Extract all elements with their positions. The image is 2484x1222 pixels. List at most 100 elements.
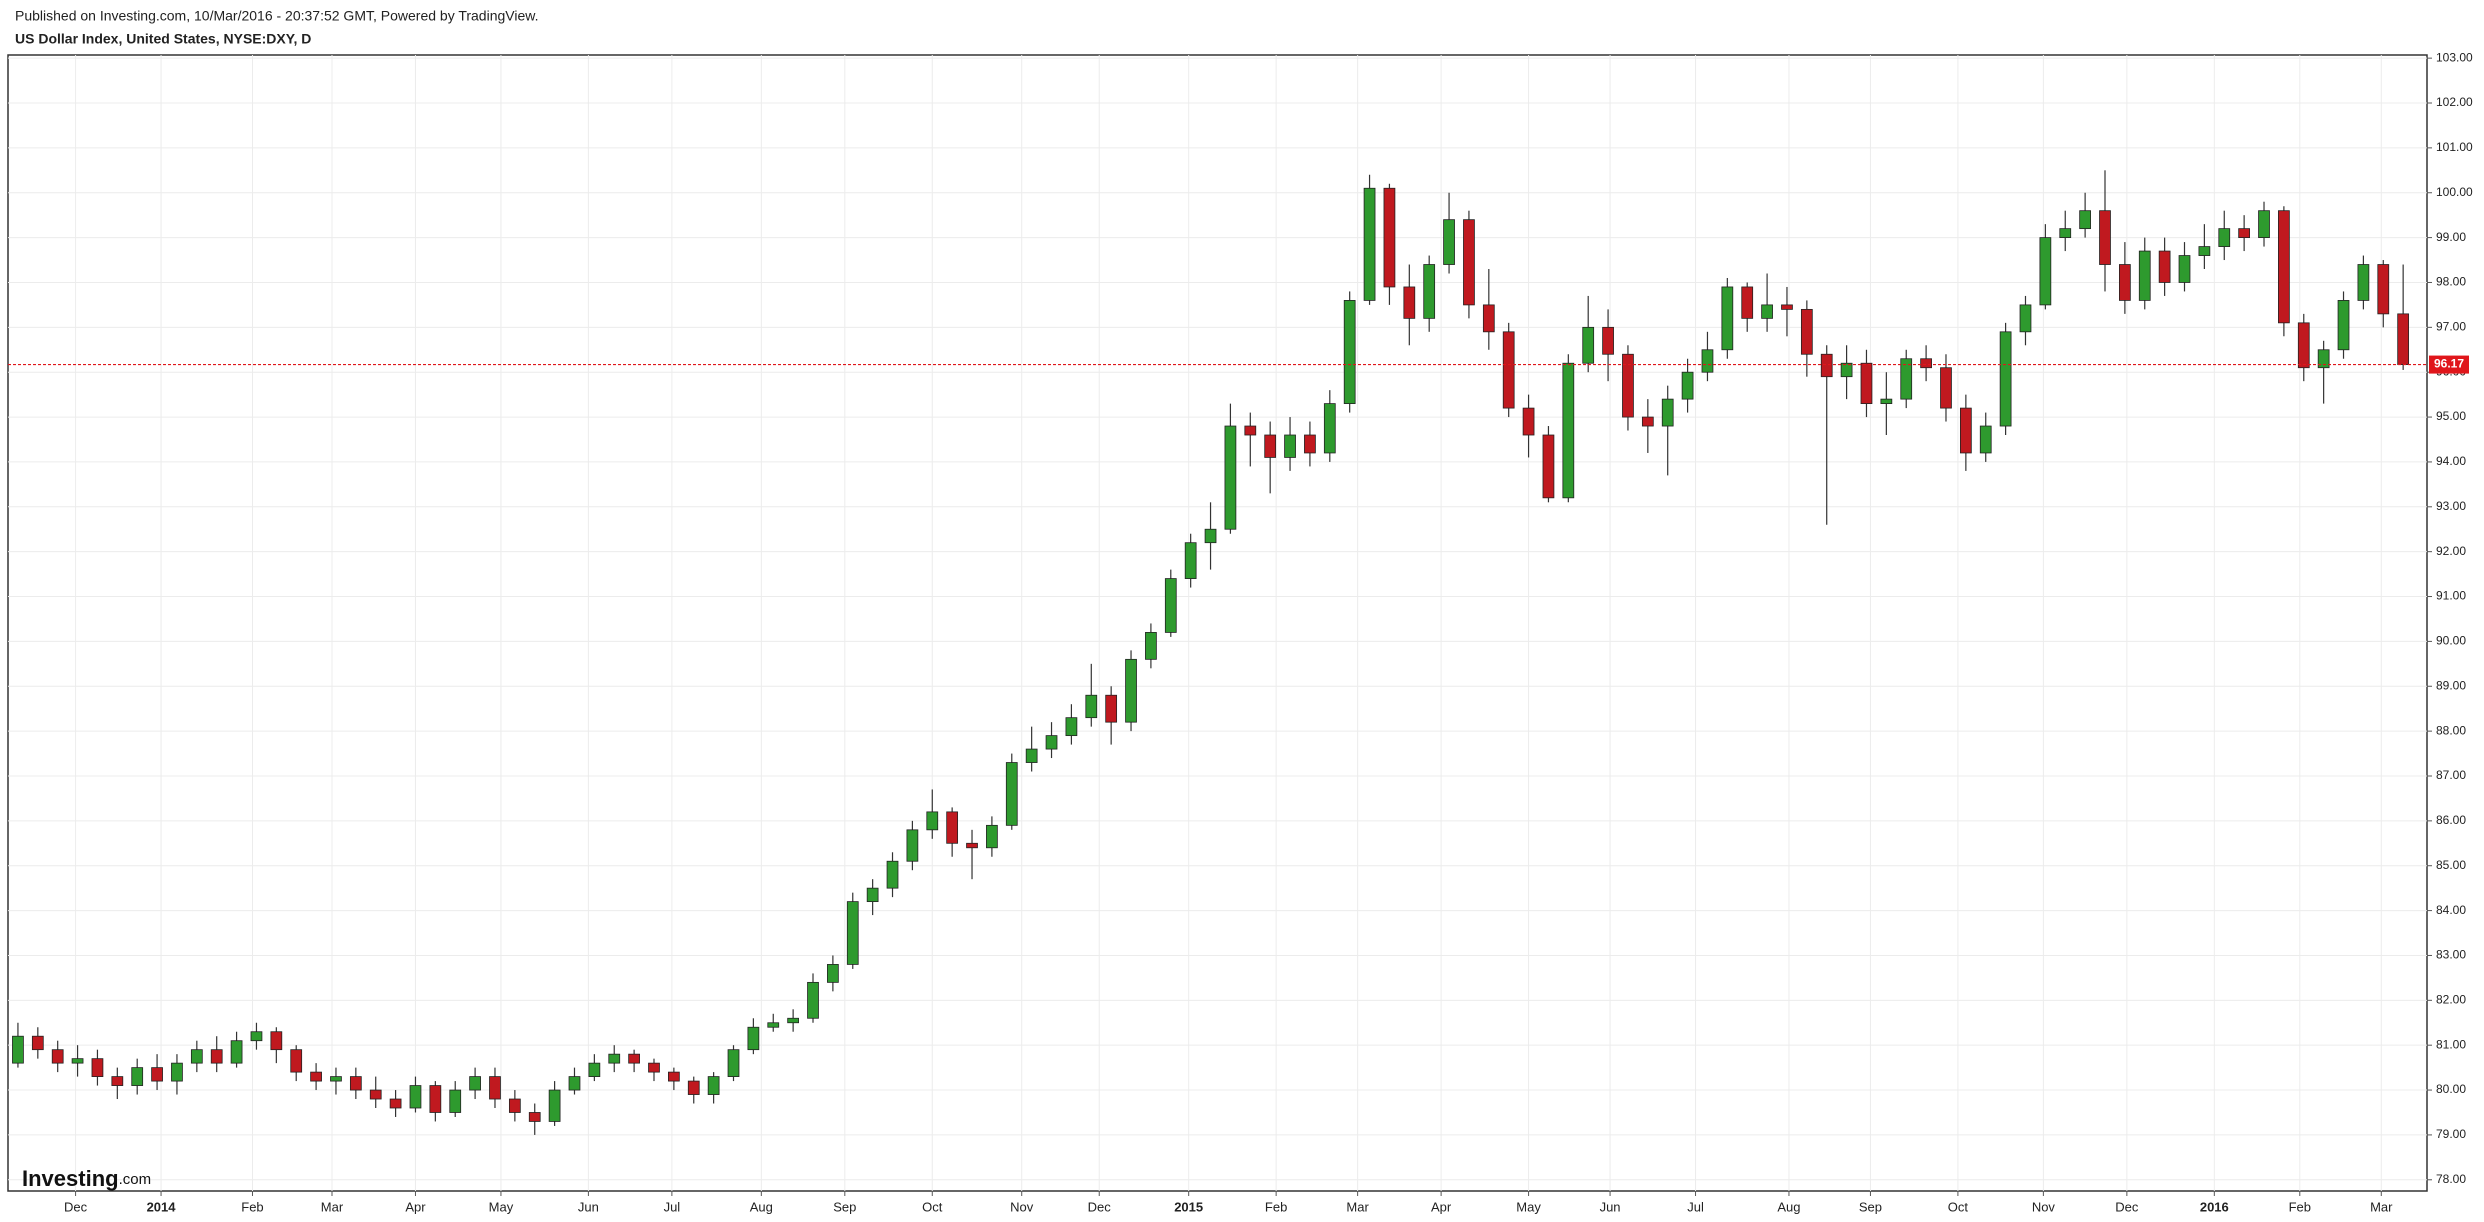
candle-body bbox=[1522, 407, 1535, 436]
candle-body bbox=[1403, 286, 1416, 319]
x-tick-label: Feb bbox=[241, 1199, 263, 1214]
candle-body bbox=[1244, 425, 1257, 436]
y-tick-label: 100.00 bbox=[2436, 185, 2473, 199]
candle-body bbox=[1463, 219, 1475, 306]
candle-body bbox=[2317, 349, 2330, 369]
candle-body bbox=[449, 1089, 462, 1113]
price-label: 96.17 bbox=[2434, 357, 2464, 371]
candle-body bbox=[210, 1049, 223, 1064]
candle-body bbox=[1622, 353, 1634, 418]
candle-body bbox=[548, 1089, 561, 1122]
candle-body bbox=[2178, 255, 2191, 283]
candle-body bbox=[1681, 371, 1694, 400]
candle-body bbox=[1781, 304, 1793, 310]
candle-body bbox=[1800, 308, 1813, 355]
x-tick-label: Mar bbox=[1346, 1199, 1369, 1214]
candle-body bbox=[926, 811, 939, 831]
candle-body bbox=[1979, 425, 1992, 454]
candle-body bbox=[966, 842, 978, 849]
candle-body bbox=[787, 1017, 799, 1024]
candle-body bbox=[1264, 434, 1277, 458]
candle-body bbox=[767, 1022, 780, 1028]
x-tick-label: Nov bbox=[1010, 1199, 1034, 1214]
candle-body bbox=[1284, 434, 1296, 458]
x-tick-label: Jun bbox=[1600, 1199, 1621, 1214]
y-tick-label: 99.00 bbox=[2436, 230, 2466, 244]
candle-body bbox=[727, 1049, 740, 1077]
candle-body bbox=[648, 1062, 660, 1073]
candle-body bbox=[1542, 434, 1555, 499]
candle-body bbox=[290, 1049, 303, 1073]
x-tick-label: 2016 bbox=[2200, 1199, 2229, 1214]
candle-body bbox=[2119, 264, 2131, 301]
y-tick-label: 90.00 bbox=[2436, 634, 2466, 648]
x-tick-label: Apr bbox=[1431, 1199, 1452, 1214]
candle-body bbox=[1085, 694, 1098, 719]
candle-body bbox=[2079, 210, 2091, 230]
candle-body bbox=[489, 1076, 501, 1100]
candle-body bbox=[2397, 313, 2410, 365]
x-tick-label: Dec bbox=[64, 1199, 88, 1214]
y-tick-label: 95.00 bbox=[2436, 409, 2466, 423]
candle-body bbox=[2039, 237, 2052, 306]
candle-body bbox=[1125, 658, 1137, 723]
candle-body bbox=[1065, 717, 1078, 737]
logo-name: Investing bbox=[22, 1166, 119, 1191]
x-tick-label: Jul bbox=[1687, 1199, 1704, 1214]
candle-body bbox=[2278, 210, 2290, 324]
candle-body bbox=[1840, 362, 1853, 378]
candle-body bbox=[409, 1085, 422, 1109]
candle-body bbox=[1005, 762, 1018, 826]
candle-body bbox=[747, 1026, 760, 1051]
candle-body bbox=[846, 901, 859, 965]
x-tick-label: 2014 bbox=[147, 1199, 177, 1214]
candle-body bbox=[330, 1076, 342, 1082]
y-tick-label: 97.00 bbox=[2436, 320, 2466, 334]
logo-suffix: .com bbox=[119, 1171, 152, 1188]
y-tick-label: 103.00 bbox=[2436, 50, 2473, 64]
candle-body bbox=[1641, 416, 1654, 427]
y-tick-label: 98.00 bbox=[2436, 275, 2466, 289]
x-tick-label: Dec bbox=[1088, 1199, 1112, 1214]
x-tick-label: Oct bbox=[1948, 1199, 1969, 1214]
candle-body bbox=[12, 1035, 24, 1064]
y-tick-label: 78.00 bbox=[2436, 1172, 2466, 1186]
candle-body bbox=[151, 1067, 163, 1082]
y-tick-label: 82.00 bbox=[2436, 992, 2466, 1006]
y-tick-label: 102.00 bbox=[2436, 95, 2473, 109]
candle-body bbox=[1423, 264, 1436, 319]
subtitle: Published on Investing.com, 10/Mar/2016 … bbox=[15, 8, 538, 24]
candle-body bbox=[2158, 250, 2171, 283]
y-tick-label: 87.00 bbox=[2436, 768, 2466, 782]
candle-body bbox=[270, 1031, 283, 1051]
candle-body bbox=[1701, 349, 1714, 373]
candle-body bbox=[866, 887, 879, 903]
price-label-bg bbox=[2429, 355, 2469, 374]
y-tick-label: 92.00 bbox=[2436, 544, 2466, 558]
candle-body bbox=[687, 1080, 700, 1095]
candle-body bbox=[1562, 362, 1575, 499]
y-tick-label: 94.00 bbox=[2436, 454, 2466, 468]
candle-body bbox=[2258, 210, 2270, 239]
candle-body bbox=[508, 1098, 521, 1113]
candle-body bbox=[588, 1062, 601, 1077]
y-tick-label: 93.00 bbox=[2436, 499, 2466, 513]
candle-body bbox=[429, 1085, 442, 1113]
x-tick-label: Jul bbox=[664, 1199, 681, 1214]
y-tick-label: 91.00 bbox=[2436, 589, 2466, 603]
y-tick-label: 86.00 bbox=[2436, 813, 2466, 827]
x-tick-label: Feb bbox=[1265, 1199, 1287, 1214]
y-tick-label: 83.00 bbox=[2436, 948, 2466, 962]
candle-body bbox=[1602, 326, 1614, 355]
candle-body bbox=[1105, 694, 1118, 723]
candle-body bbox=[2019, 304, 2032, 333]
candle-body bbox=[668, 1071, 680, 1082]
candle-body bbox=[91, 1058, 104, 1077]
candle-body bbox=[2059, 228, 2072, 239]
candle-body bbox=[568, 1076, 581, 1091]
candle-body bbox=[1363, 187, 1376, 301]
candle-body bbox=[1661, 398, 1674, 427]
candle-body bbox=[1999, 331, 2012, 427]
